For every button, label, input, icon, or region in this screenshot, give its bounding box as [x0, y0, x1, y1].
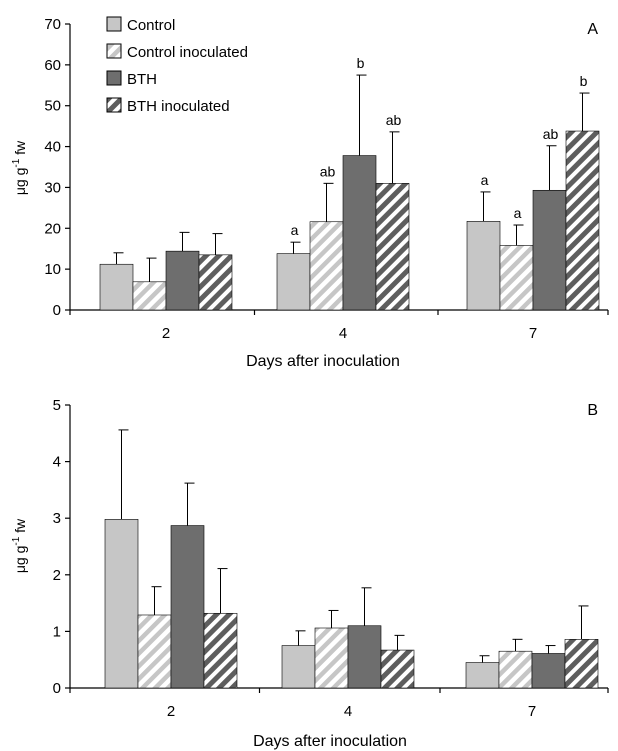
panel-a-significance-label: b [580, 73, 588, 89]
panel-a-y-tick-label: 30 [44, 179, 61, 196]
panel-a-y-tick-label: 10 [44, 261, 61, 278]
legend-label-bth-inoculated: BTH inoculated [127, 98, 230, 115]
panel-a-x-tick-label: 4 [339, 325, 347, 342]
legend-label-control-inoculated: Control inoculated [127, 44, 248, 61]
panel-a-y-tick-label: 40 [44, 139, 61, 156]
panel-b-x-tick-label: 7 [528, 703, 536, 720]
panel-b-bar-control-inoculated-day-2 [137, 614, 172, 689]
panel-b-y-tick-label: 0 [53, 680, 61, 697]
panel-a-bar-bth-inoculated-day-7 [565, 130, 600, 311]
panel-a-y-tick-label: 20 [44, 220, 61, 237]
panel-a-significance-label: ab [386, 112, 402, 128]
panel-a-bar-bth-day-7 [532, 189, 567, 311]
panel-b-y-tick-label: 2 [53, 567, 61, 584]
panel-b-bar-control-day-4 [281, 645, 316, 689]
panel-b-y-tick-label: 1 [53, 623, 61, 640]
panel-b-bar-control-day-2 [104, 519, 139, 689]
panel-b-bar-bth-inoculated-day-7 [564, 639, 599, 689]
legend-swatch-control [106, 16, 122, 32]
panel-b-bar-bth-inoculated-day-4 [380, 649, 415, 689]
legend-item-control: Control [106, 16, 175, 34]
panel-a-y-tick-label: 60 [44, 57, 61, 74]
panel-a-bar-bth-day-2 [165, 250, 200, 311]
panel-a-significance-label: a [291, 222, 299, 238]
panel-b-x-tick-label: 2 [167, 703, 175, 720]
panel-a-bar-bth-inoculated-day-4 [375, 183, 410, 311]
panel-a-bar-control-inoculated-day-7 [499, 245, 534, 311]
panel-b-label: B [587, 402, 598, 419]
legend-swatch-bth-inoculated [106, 97, 122, 113]
legend-item-control-inoculated: Control inoculated [106, 43, 248, 61]
panel-a-y-tick-label: 50 [44, 98, 61, 115]
panel-a-bar-control-day-2 [99, 263, 134, 311]
panel-a-y-tick-label: 0 [53, 302, 61, 319]
panel-b-bar-bth-day-7 [531, 653, 566, 689]
panel-a-x-axis-title: Days after inoculation [246, 353, 400, 370]
panel-b-bar-control-day-7 [465, 662, 500, 689]
panel-b-y-tick-label: 5 [53, 397, 61, 414]
panel-b-chart: 0 1 2 3 4 5 2 4 7 B Days after inoculation μg g-… [11, 397, 609, 750]
panel-a-legend: Control Control inoculated BTH BTH inocu… [106, 16, 248, 115]
legend-swatch-bth [106, 70, 122, 86]
legend-item-bth: BTH [106, 70, 157, 88]
panel-b-bars [104, 429, 599, 689]
panel-a-axes: 0 10 20 30 40 50 60 70 2 4 7 [44, 16, 609, 342]
panel-a-bar-bth-inoculated-day-2 [198, 254, 233, 311]
panel-a-significance-label: ab [543, 126, 559, 142]
legend-label-control: Control [127, 17, 175, 34]
panel-b-x-axis-title: Days after inoculation [253, 733, 407, 750]
panel-a-bar-control-inoculated-day-2 [132, 281, 167, 311]
legend-label-bth: BTH [127, 71, 157, 88]
panel-b-bar-bth-day-4 [347, 625, 382, 689]
panel-a-significance-label: a [514, 205, 522, 221]
panel-b-y-axis-title: μg g-1 fw [11, 518, 28, 573]
panel-b-y-tick-label: 3 [53, 510, 61, 527]
legend-item-bth-inoculated: BTH inoculated [106, 97, 230, 115]
panel-a-y-axis-title: μg g-1 fw [11, 140, 28, 195]
panel-b-bar-control-inoculated-day-4 [314, 627, 349, 689]
panel-a-bar-control-inoculated-day-4 [309, 221, 344, 311]
panel-a-x-tick-label: 2 [162, 325, 170, 342]
panel-b-bar-control-inoculated-day-7 [498, 650, 533, 689]
panel-a-significance-label: a [481, 172, 489, 188]
panel-b-x-tick-label: 4 [344, 703, 352, 720]
legend-swatch-control-inoculated [106, 43, 122, 59]
panel-a-label: A [587, 21, 598, 38]
panel-a-bar-bth-day-4 [342, 155, 377, 311]
panel-a-x-tick-label: 7 [529, 325, 537, 342]
panel-a-y-tick-label: 70 [44, 16, 61, 33]
panel-b-bar-bth-day-2 [170, 525, 205, 689]
panel-a-bar-control-day-4 [276, 253, 311, 311]
panel-a-bar-control-day-7 [466, 221, 501, 311]
panel-a-significance-label: ab [320, 163, 336, 179]
panel-b-bar-bth-inoculated-day-2 [203, 612, 238, 689]
panel-a-significance-label: b [357, 55, 365, 71]
panel-b-y-tick-label: 4 [53, 454, 61, 471]
